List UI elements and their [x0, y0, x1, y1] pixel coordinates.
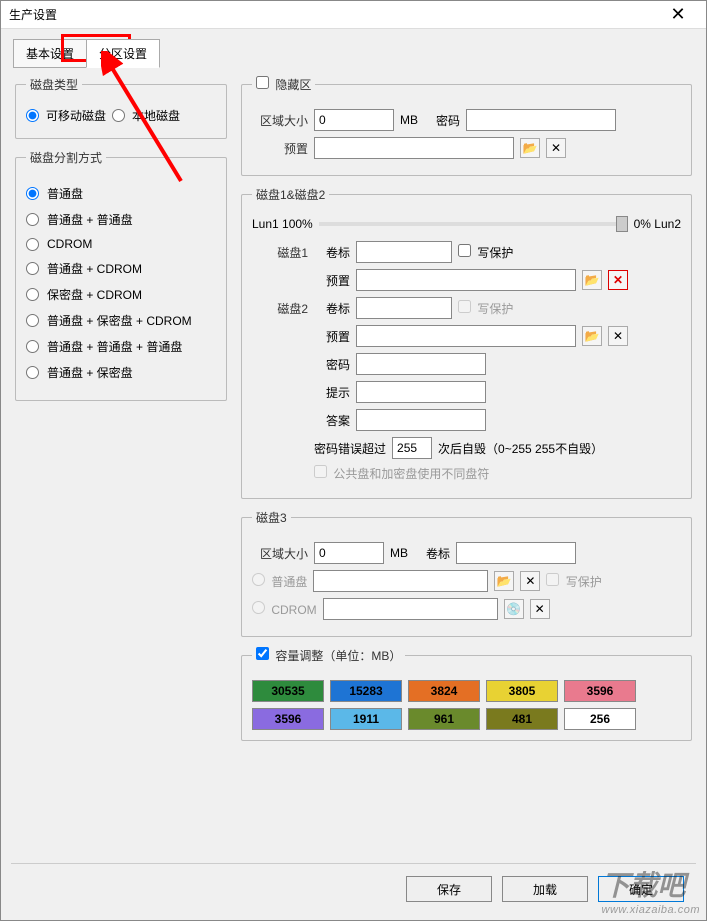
divider — [11, 863, 696, 864]
folder-icon[interactable]: 📂 — [494, 571, 514, 591]
disk-type-group: 磁盘类型 可移动磁盘 本地磁盘 — [15, 76, 227, 139]
partition-option[interactable]: 保密盘 + CDROM — [26, 286, 216, 303]
disk3-normal-path[interactable] — [313, 570, 488, 592]
partition-option[interactable]: 普通盘 + 普通盘 — [26, 211, 216, 228]
capacity-cell[interactable]: 256 — [564, 708, 636, 730]
folder-icon[interactable]: 📂 — [520, 138, 540, 158]
hint-label: 提示 — [314, 384, 350, 401]
content: 磁盘类型 可移动磁盘 本地磁盘 磁盘分割方式 普通盘 普通盘 + 普通盘 CDR… — [1, 68, 706, 759]
titlebar: 生产设置 ✕ — [1, 1, 706, 29]
hidden-preset-input[interactable] — [314, 137, 514, 159]
clear-icon[interactable]: ✕ — [530, 599, 550, 619]
partition-option[interactable]: 普通盘 + 保密盘 + CDROM — [26, 312, 216, 329]
capacity-checkbox[interactable]: 容量调整（单位：MB） — [256, 649, 401, 663]
capacity-cell[interactable]: 481 — [486, 708, 558, 730]
disk2-vol-input[interactable] — [356, 297, 452, 319]
lun2-label: 0% Lun2 — [634, 217, 681, 231]
disk1-vol-input[interactable] — [356, 241, 452, 263]
capacity-cell[interactable]: 961 — [408, 708, 480, 730]
disk3-vol-input[interactable] — [456, 542, 576, 564]
ok-button[interactable]: 确定 — [598, 876, 684, 902]
partition-option[interactable]: 普通盘 + 普通盘 + 普通盘 — [26, 338, 216, 355]
pwderr-input[interactable] — [392, 437, 432, 459]
folder-icon[interactable]: 📂 — [582, 270, 602, 290]
clear-icon[interactable]: ✕ — [608, 326, 628, 346]
hidden-size-label: 区域大小 — [252, 112, 308, 129]
folder-icon[interactable]: 📂 — [582, 326, 602, 346]
partition-option[interactable]: 普通盘 — [26, 185, 216, 202]
hidden-pwd-label: 密码 — [424, 112, 460, 129]
capacity-cell[interactable]: 3824 — [408, 680, 480, 702]
capacity-cell[interactable]: 30535 — [252, 680, 324, 702]
vol2-label: 卷标 — [314, 300, 350, 317]
capacity-cell[interactable]: 3596 — [252, 708, 324, 730]
partition-option[interactable]: 普通盘 + CDROM — [26, 260, 216, 277]
close-icon[interactable]: ✕ — [658, 4, 698, 25]
capacity-legend: 容量调整（单位：MB） — [252, 647, 405, 664]
hidden-unit: MB — [400, 113, 418, 127]
pwderr-prefix: 密码错误超过 — [314, 440, 386, 457]
hidden-pwd-input[interactable] — [466, 109, 616, 131]
disk3-size-label: 区域大小 — [252, 545, 308, 562]
partition-option[interactable]: CDROM — [26, 237, 216, 251]
capacity-cell[interactable]: 15283 — [330, 680, 402, 702]
vol1-label: 卷标 — [314, 244, 350, 261]
disk-type-legend: 磁盘类型 — [26, 76, 82, 93]
disk3-cdrom-radio: CDROM — [252, 601, 317, 617]
partition-option[interactable]: 普通盘 + 保密盘 — [26, 364, 216, 381]
tabs: 基本设置 分区设置 — [13, 39, 706, 68]
disk2-label: 磁盘2 — [252, 300, 308, 317]
save-button[interactable]: 保存 — [406, 876, 492, 902]
preset2-label: 预置 — [314, 328, 350, 345]
capacity-cell[interactable]: 1911 — [330, 708, 402, 730]
lun-slider[interactable] — [319, 222, 628, 226]
load-button[interactable]: 加载 — [502, 876, 588, 902]
disk3-writeprotect: 写保护 — [546, 573, 601, 590]
capacity-cell[interactable]: 3596 — [564, 680, 636, 702]
clear-icon[interactable]: ✕ — [520, 571, 540, 591]
hidden-preset-label: 预置 — [252, 140, 308, 157]
pwd-input[interactable] — [356, 353, 486, 375]
lun1-label: Lun1 100% — [252, 217, 313, 231]
disk3-legend: 磁盘3 — [252, 509, 291, 526]
partition-mode-legend: 磁盘分割方式 — [26, 149, 106, 166]
clear-icon[interactable]: ✕ — [608, 270, 628, 290]
disk1-writeprotect[interactable]: 写保护 — [458, 244, 513, 261]
disk1-label: 磁盘1 — [252, 244, 308, 261]
disc-icon[interactable]: 💿 — [504, 599, 524, 619]
hidden-legend: 隐藏区 — [252, 76, 315, 93]
disk3-cdrom-path[interactable] — [323, 598, 498, 620]
window-title: 生产设置 — [9, 6, 57, 23]
answer-label: 答案 — [314, 412, 350, 429]
partition-mode-group: 磁盘分割方式 普通盘 普通盘 + 普通盘 CDROM 普通盘 + CDROM 保… — [15, 149, 227, 401]
window: 生产设置 ✕ 基本设置 分区设置 磁盘类型 可移动磁盘 本地磁盘 磁盘分割方式 … — [0, 0, 707, 921]
disk2-preset-input[interactable] — [356, 325, 576, 347]
disk3-size-input[interactable] — [314, 542, 384, 564]
capacity-group: 容量调整（单位：MB） 30535 15283 3824 3805 3596 3596 19… — [241, 647, 692, 741]
radio-local[interactable]: 本地磁盘 — [112, 107, 180, 124]
tab-partition[interactable]: 分区设置 — [86, 39, 160, 68]
preset1-label: 预置 — [314, 272, 350, 289]
pwd-label: 密码 — [314, 356, 350, 373]
disk3-normal-radio: 普通盘 — [252, 573, 307, 590]
answer-input[interactable] — [356, 409, 486, 431]
clear-icon[interactable]: ✕ — [546, 138, 566, 158]
radio-removable[interactable]: 可移动磁盘 — [26, 107, 106, 124]
disk3-group: 磁盘3 区域大小 MB 卷标 普通盘 📂 ✕ 写保护 CDROM — [241, 509, 692, 637]
disk1-preset-input[interactable] — [356, 269, 576, 291]
disk2-writeprotect: 写保护 — [458, 300, 513, 317]
disk3-vol-label: 卷标 — [414, 545, 450, 562]
disk3-unit: MB — [390, 546, 408, 560]
tab-basic[interactable]: 基本设置 — [13, 39, 87, 68]
disk12-group: 磁盘1&磁盘2 Lun1 100% 0% Lun2 磁盘1 卷标 写保护 预置 — [241, 186, 692, 499]
hidden-checkbox[interactable]: 隐藏区 — [256, 78, 311, 92]
disk12-legend: 磁盘1&磁盘2 — [252, 186, 329, 203]
capacity-cell[interactable]: 3805 — [486, 680, 558, 702]
diff-drive-checkbox: 公共盘和加密盘使用不同盘符 — [314, 465, 489, 482]
hidden-area-group: 隐藏区 区域大小 MB 密码 预置 📂 ✕ — [241, 76, 692, 176]
hidden-size-input[interactable] — [314, 109, 394, 131]
button-bar: 保存 加载 确定 — [406, 876, 684, 902]
pwderr-suffix: 次后自毁（0~255 255不自毁） — [438, 440, 603, 457]
hint-input[interactable] — [356, 381, 486, 403]
